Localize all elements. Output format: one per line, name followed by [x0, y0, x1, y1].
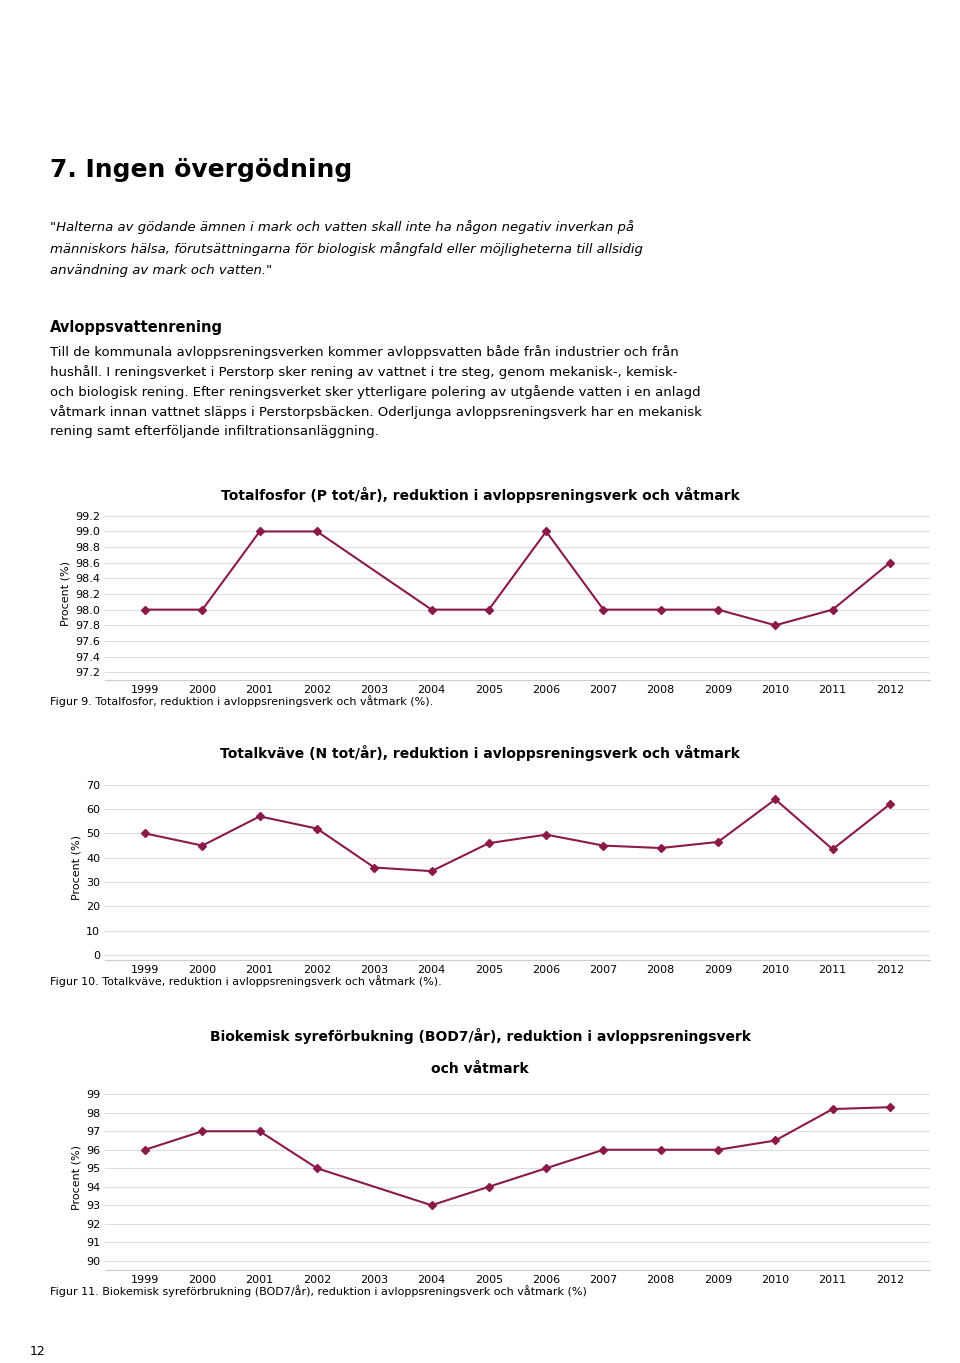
Text: 7. Ingen övergödning: 7. Ingen övergödning: [50, 158, 352, 183]
Text: och biologisk rening. Efter reningsverket sker ytterligare polering av utgående : och biologisk rening. Efter reningsverke…: [50, 384, 701, 399]
Text: Biokemisk syreförbukning (BOD7/år), reduktion i avloppsreningsverk: Biokemisk syreförbukning (BOD7/år), redu…: [209, 1028, 751, 1044]
Text: människors hälsa, förutsättningarna för biologisk mångfald eller möjligheterna t: människors hälsa, förutsättningarna för …: [50, 243, 643, 256]
Text: användning av mark och vatten.": användning av mark och vatten.": [50, 264, 273, 277]
Text: Figur 10. Totalkväve, reduktion i avloppsreningsverk och våtmark (%).: Figur 10. Totalkväve, reduktion i avlopp…: [50, 975, 442, 987]
Y-axis label: Procent (%): Procent (%): [72, 836, 82, 900]
Text: och våtmark: och våtmark: [431, 1062, 529, 1075]
Text: Figur 11. Biokemisk syreförbrukning (BOD7/år), reduktion i avloppsreningsverk oc: Figur 11. Biokemisk syreförbrukning (BOD…: [50, 1285, 587, 1298]
Text: våtmark innan vattnet släpps i Perstorpsbäcken. Oderljunga avloppsreningsverk ha: våtmark innan vattnet släpps i Perstorps…: [50, 405, 702, 418]
Text: 12: 12: [30, 1345, 46, 1358]
Text: Figur 9. Totalfosfor, reduktion i avloppsreningsverk och våtmark (%).: Figur 9. Totalfosfor, reduktion i avlopp…: [50, 695, 433, 707]
Text: hushåll. I reningsverket i Perstorp sker rening av vattnet i tre steg, genom mek: hushåll. I reningsverket i Perstorp sker…: [50, 365, 678, 379]
Y-axis label: Procent (%): Procent (%): [72, 1145, 82, 1210]
Text: Till de kommunala avloppsreningsverken kommer avloppsvatten både från industrier: Till de kommunala avloppsreningsverken k…: [50, 345, 679, 358]
Text: Totalfosfor (P tot/år), reduktion i avloppsreningsverk och våtmark: Totalfosfor (P tot/år), reduktion i avlo…: [221, 487, 739, 503]
Text: Avloppsvattenrening: Avloppsvattenrening: [50, 320, 223, 335]
Text: rening samt efterföljande infiltrationsanläggning.: rening samt efterföljande infiltrationsa…: [50, 425, 379, 438]
Y-axis label: Procent (%): Procent (%): [61, 562, 71, 627]
Text: Totalkväve (N tot/år), reduktion i avloppsreningsverk och våtmark: Totalkväve (N tot/år), reduktion i avlop…: [220, 746, 740, 761]
Text: "Halterna av gödande ämnen i mark och vatten skall inte ha någon negativ inverka: "Halterna av gödande ämnen i mark och va…: [50, 219, 634, 234]
